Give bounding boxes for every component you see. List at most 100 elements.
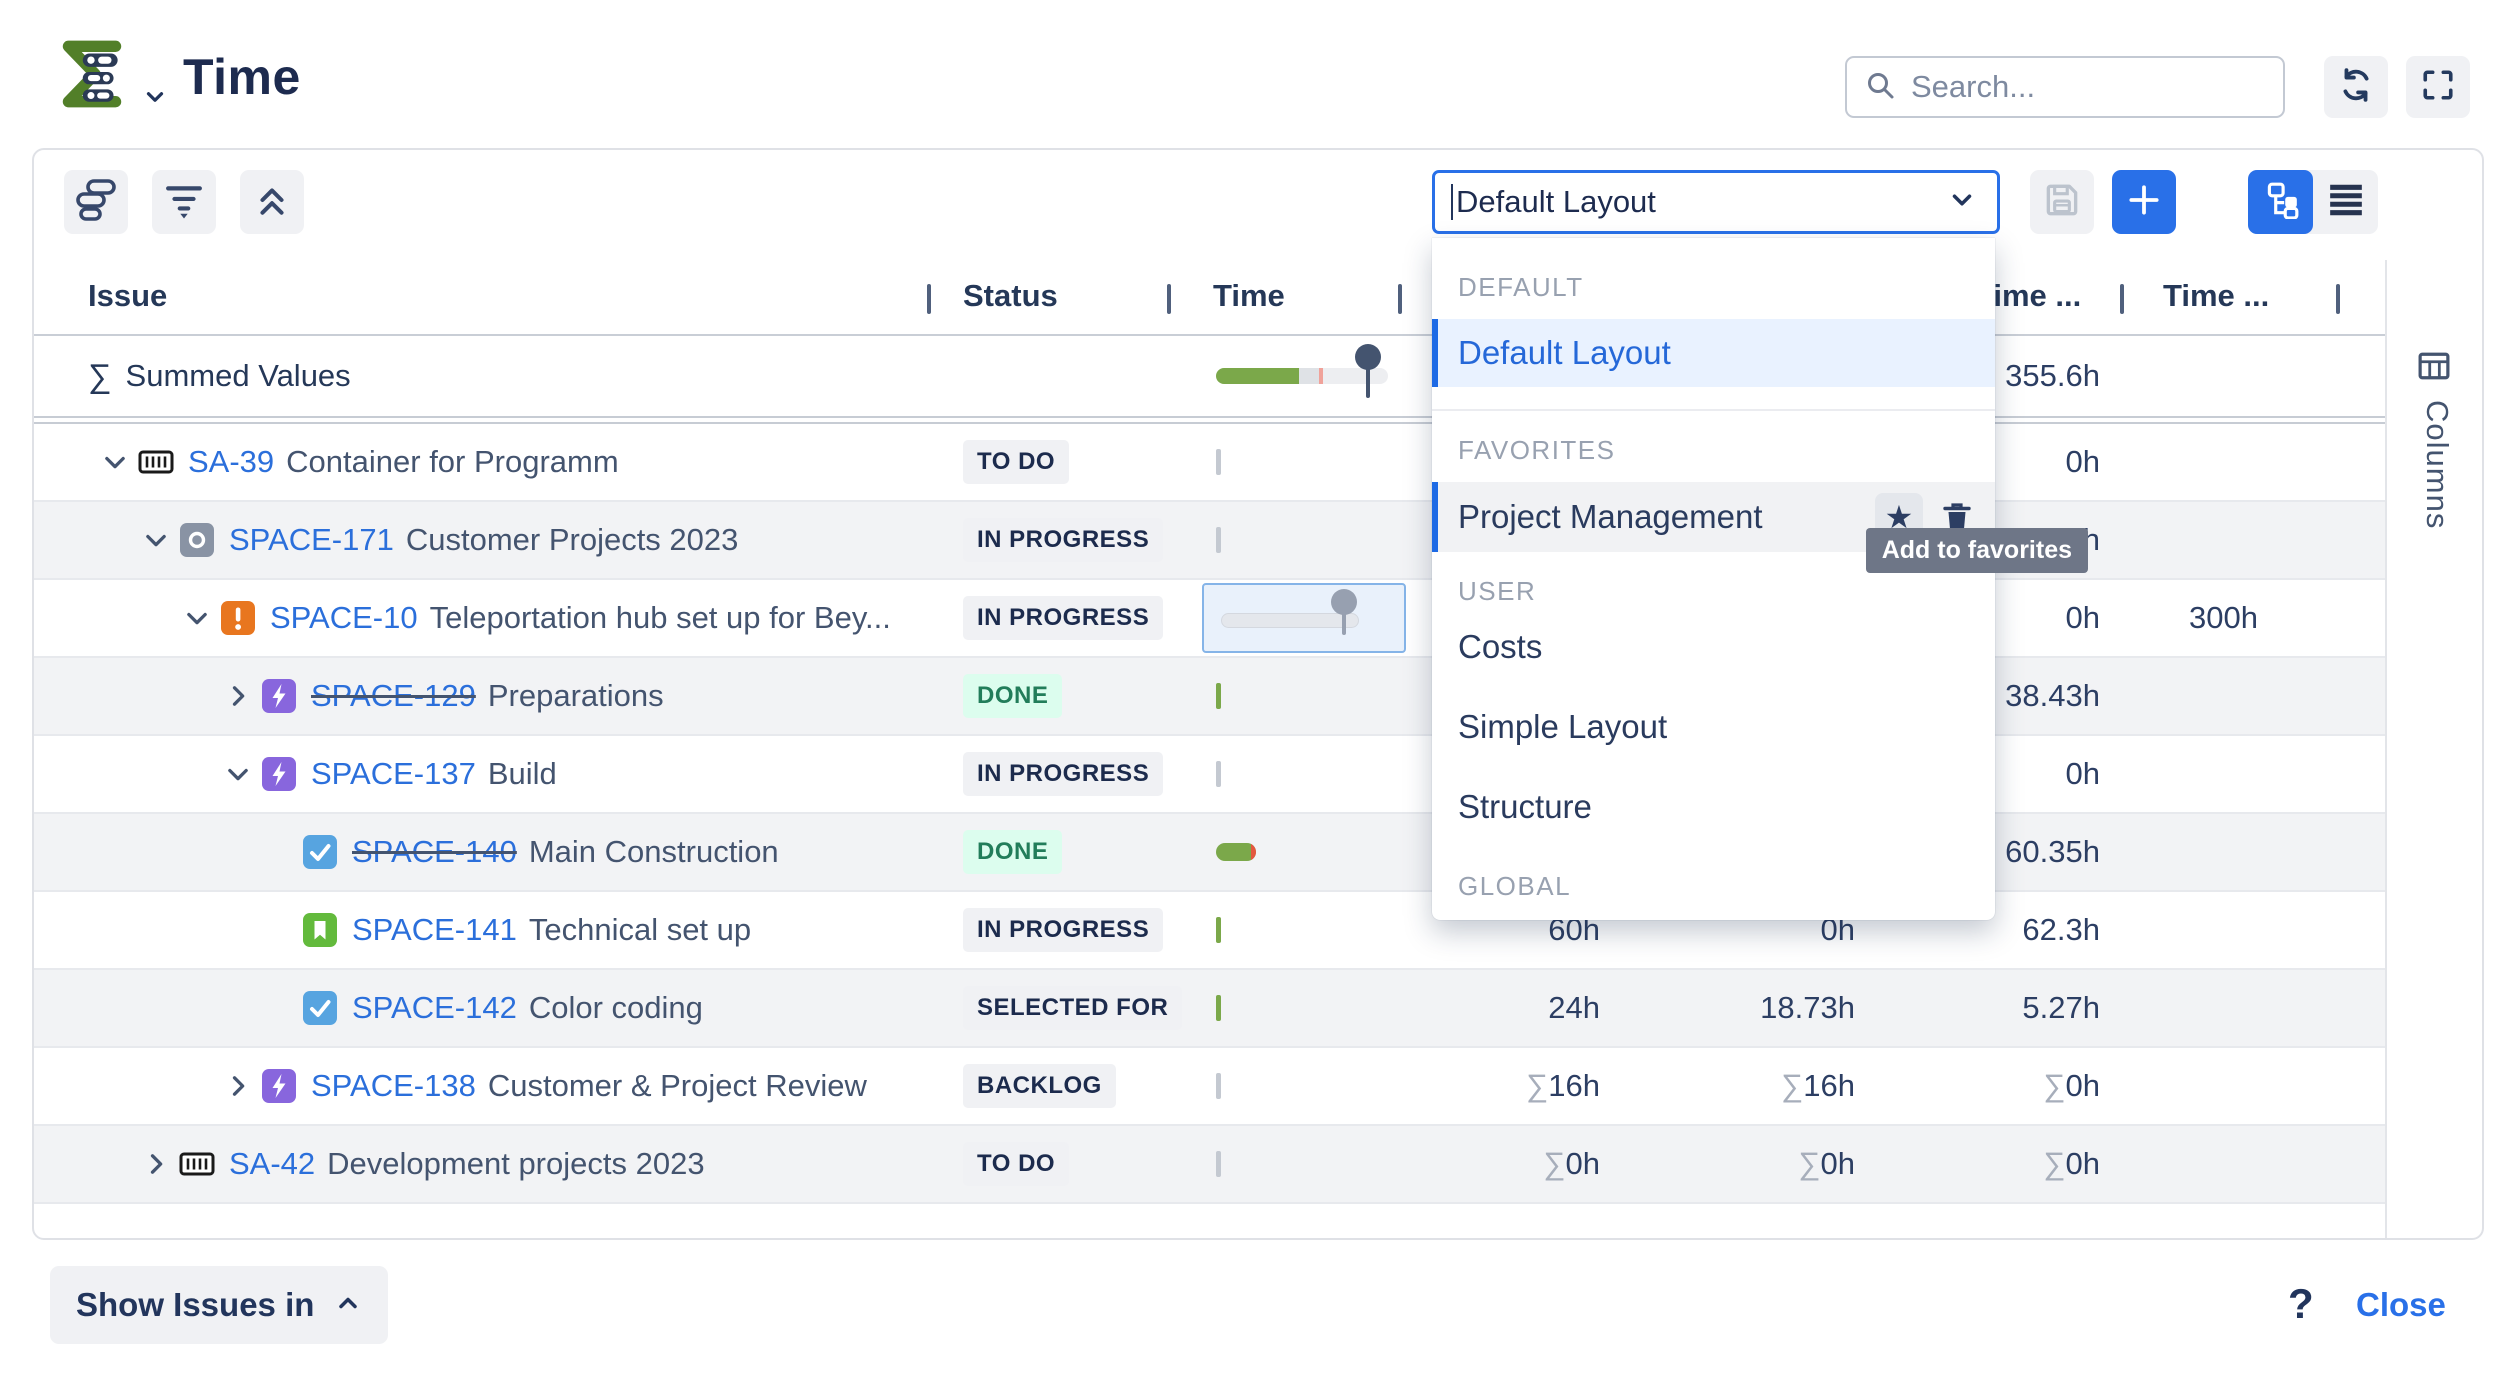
fullscreen-button[interactable]: [2406, 56, 2470, 118]
column-header-issue[interactable]: Issue: [88, 278, 168, 313]
filter-button[interactable]: [152, 170, 216, 234]
chevron-down-icon[interactable]: [182, 604, 212, 632]
issue-key[interactable]: SPACE-10: [270, 600, 418, 635]
layout-menu-item[interactable]: Default Layout: [1432, 319, 1995, 387]
table-row[interactable]: SA-39 Container for Programm TO DO 0h: [34, 424, 2385, 502]
summed-time-bar-cell[interactable]: [1205, 336, 1437, 416]
time-value[interactable]: ∑0h: [1798, 1146, 1855, 1182]
status-badge[interactable]: TO DO: [963, 440, 1070, 484]
issue-key[interactable]: SA-39: [188, 444, 275, 479]
time-bar-cell[interactable]: [1205, 502, 1437, 578]
time-bar-cell[interactable]: [1205, 658, 1437, 734]
time-bar-cell[interactable]: [1205, 1048, 1437, 1124]
status-badge[interactable]: DONE: [963, 830, 1063, 874]
collapse-all-button[interactable]: [240, 170, 304, 234]
status-badge[interactable]: IN PROGRESS: [963, 752, 1164, 796]
status-badge[interactable]: TO DO: [963, 1142, 1070, 1186]
save-layout-button[interactable]: [2030, 170, 2094, 234]
hierarchy-view-button[interactable]: [2248, 170, 2313, 234]
layout-select[interactable]: Default Layout: [1432, 170, 2000, 234]
status-badge[interactable]: IN PROGRESS: [963, 596, 1164, 640]
time-value[interactable]: 5.27h: [2022, 990, 2100, 1025]
time-value[interactable]: 60.35h: [2005, 834, 2100, 869]
page-title: Time: [183, 49, 301, 105]
selected-time-cell[interactable]: [1202, 583, 1406, 653]
chevron-right-icon[interactable]: [223, 682, 253, 710]
issue-key[interactable]: SPACE-138: [311, 1068, 476, 1103]
time-bar-cell[interactable]: [1205, 892, 1437, 968]
app-switcher-chevron-down-icon[interactable]: [142, 84, 168, 115]
text-caret: [1451, 184, 1453, 220]
status-badge[interactable]: SELECTED FOR: [963, 986, 1183, 1030]
time-value[interactable]: ∑16h: [1526, 1068, 1600, 1104]
time-bar-cell[interactable]: [1205, 970, 1437, 1046]
issue-key[interactable]: SPACE-129: [311, 678, 476, 713]
time-value[interactable]: ∑0h: [1543, 1146, 1600, 1182]
sync-button[interactable]: [2324, 56, 2388, 118]
help-button[interactable]: ?: [2288, 1280, 2314, 1327]
column-header-time[interactable]: Time: [1213, 278, 1285, 313]
list-view-button[interactable]: [2313, 170, 2378, 234]
chevron-right-icon[interactable]: [223, 1072, 253, 1100]
column-resize-handle[interactable]: [2120, 284, 2124, 314]
chevron-down-icon[interactable]: [141, 526, 171, 554]
close-button[interactable]: Close: [2356, 1286, 2446, 1323]
time-value[interactable]: 300h: [2189, 600, 2258, 635]
time-bar-cell[interactable]: [1205, 424, 1437, 500]
table-row[interactable]: SPACE-138 Customer & Project Review BACKLO…: [34, 1048, 2385, 1126]
column-resize-handle[interactable]: [1398, 284, 1402, 314]
table-row[interactable]: SPACE-10 Teleportation hub set up for Bey…: [34, 580, 2385, 658]
table-row[interactable]: SPACE-137 Build IN PROGRESS 0h: [34, 736, 2385, 814]
table-row[interactable]: SPACE-141 Technical set up IN PROGRESS 60h 0…: [34, 892, 2385, 970]
time-bar-cell[interactable]: [1205, 736, 1437, 812]
time-bar-cell[interactable]: [1205, 814, 1437, 890]
status-badge[interactable]: BACKLOG: [963, 1064, 1116, 1108]
table-row[interactable]: SA-42 Development projects 2023 TO DO ∑0h ∑0…: [34, 1126, 2385, 1204]
chevron-down-icon[interactable]: [100, 448, 130, 476]
time-value[interactable]: 18.73h: [1760, 990, 1855, 1025]
chevron-right-icon[interactable]: [141, 1150, 171, 1178]
delete-layout-button[interactable]: [1937, 495, 1977, 539]
menu-section-divider: [1432, 409, 1995, 411]
time-value[interactable]: 62.3h: [2022, 912, 2100, 947]
columns-panel-toggle[interactable]: Columns: [2420, 400, 2455, 530]
layout-menu-item[interactable]: Costs: [1432, 607, 1995, 687]
time-value[interactable]: 24h: [1548, 990, 1600, 1025]
time-value[interactable]: 38.43h: [2005, 678, 2100, 713]
time-value[interactable]: 0h: [2065, 444, 2100, 479]
time-value[interactable]: ∑0h: [2043, 1146, 2100, 1182]
status-badge[interactable]: DONE: [963, 674, 1063, 718]
table-row[interactable]: SPACE-140 Main Construction DONE 60.35h: [34, 814, 2385, 892]
issue-key[interactable]: SPACE-171: [229, 522, 394, 557]
task-issue-type-icon: [302, 991, 338, 1025]
search-box[interactable]: [1845, 56, 2285, 118]
issue-key[interactable]: SPACE-142: [352, 990, 517, 1025]
time-value[interactable]: 0h: [2065, 600, 2100, 635]
issue-key[interactable]: SPACE-140: [352, 834, 517, 869]
status-badge[interactable]: IN PROGRESS: [963, 908, 1164, 952]
layout-menu-item[interactable]: Structure: [1432, 767, 1995, 847]
chevron-down-icon[interactable]: [223, 760, 253, 788]
show-issues-in-button[interactable]: Show Issues in: [50, 1266, 389, 1344]
table-row[interactable]: SPACE-129 Preparations DONE 38.43h: [34, 658, 2385, 736]
time-value[interactable]: ∑16h: [1781, 1068, 1855, 1104]
layout-menu-item[interactable]: Simple Layout: [1432, 687, 1995, 767]
time-progress-tick: [1216, 683, 1221, 709]
issue-key[interactable]: SPACE-137: [311, 756, 476, 791]
status-badge[interactable]: IN PROGRESS: [963, 518, 1164, 562]
column-header-status[interactable]: Status: [963, 278, 1058, 313]
issue-key[interactable]: SPACE-141: [352, 912, 517, 947]
time-value[interactable]: 0h: [2065, 756, 2100, 791]
column-resize-handle[interactable]: [1167, 284, 1171, 314]
group-by-button[interactable]: [64, 170, 128, 234]
column-header-time-3[interactable]: Time ...: [2163, 278, 2270, 313]
summed-progress-bar: [1216, 344, 1388, 398]
time-value[interactable]: ∑0h: [2043, 1068, 2100, 1104]
search-input[interactable]: [1911, 69, 2265, 105]
column-resize-handle[interactable]: [927, 284, 931, 314]
issue-key[interactable]: SA-42: [229, 1146, 316, 1181]
time-bar-cell[interactable]: [1205, 1126, 1437, 1202]
table-row[interactable]: SPACE-142 Color coding SELECTED FOR 24h 18.7…: [34, 970, 2385, 1048]
column-resize-handle[interactable]: [2336, 284, 2340, 314]
add-layout-button[interactable]: [2112, 170, 2176, 234]
